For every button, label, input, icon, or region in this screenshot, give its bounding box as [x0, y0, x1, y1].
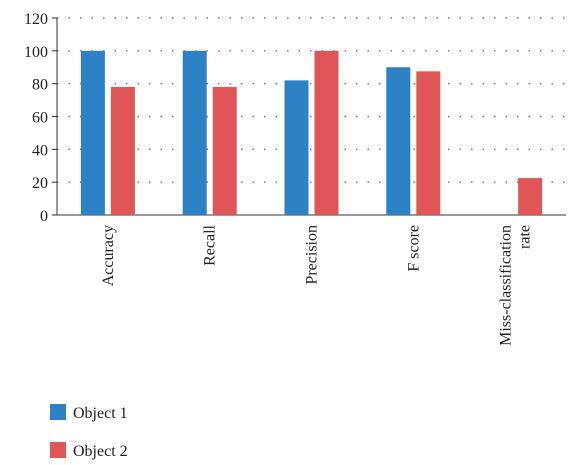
legend-swatch — [50, 442, 66, 458]
x-category-label-line: Recall — [202, 224, 219, 265]
legend-label: Object 1 — [73, 405, 128, 422]
y-tick-label: 0 — [40, 208, 48, 225]
bar-object-1 — [182, 50, 207, 216]
x-category-label-line: Accuracy — [100, 225, 117, 286]
bar-object-1 — [80, 50, 105, 216]
y-tick-labels: 0 20 40 60 80 100 120 — [24, 11, 48, 225]
bar-object-1 — [284, 80, 309, 215]
legend: Object 1 Object 2 — [50, 404, 128, 460]
grid-lines — [57, 17, 566, 183]
bar-object-2 — [416, 71, 441, 216]
x-category-label-line: F score — [405, 225, 422, 272]
x-category-label: Recall — [202, 224, 219, 265]
x-category-label: F score — [405, 225, 422, 272]
x-category-label: Accuracy — [100, 225, 117, 286]
x-category-label: Miss-classification rate — [498, 225, 534, 346]
x-category-label-line: rate — [517, 225, 534, 249]
bar-object-1 — [386, 67, 411, 215]
legend-label: Object 2 — [73, 443, 128, 460]
bars — [80, 50, 543, 216]
bar-object-2 — [110, 86, 135, 215]
x-category-label-line: Miss-classification — [498, 225, 515, 346]
legend-swatch — [50, 404, 66, 420]
bar-object-2 — [212, 86, 237, 215]
axes — [52, 17, 566, 216]
y-tick-label: 80 — [32, 77, 48, 94]
x-category-label: Precision — [304, 225, 321, 285]
y-tick-label: 20 — [32, 175, 48, 192]
category-labels: Accuracy Recall Precision F score Miss-class… — [100, 224, 534, 345]
y-tick-label: 120 — [24, 11, 48, 28]
bar-object-2 — [314, 50, 339, 216]
y-tick-label: 40 — [32, 142, 48, 159]
bar-object-2 — [518, 178, 543, 215]
y-tick-label: 60 — [32, 110, 48, 127]
x-category-label-line: Precision — [304, 225, 321, 285]
y-tick-label: 100 — [24, 44, 48, 61]
